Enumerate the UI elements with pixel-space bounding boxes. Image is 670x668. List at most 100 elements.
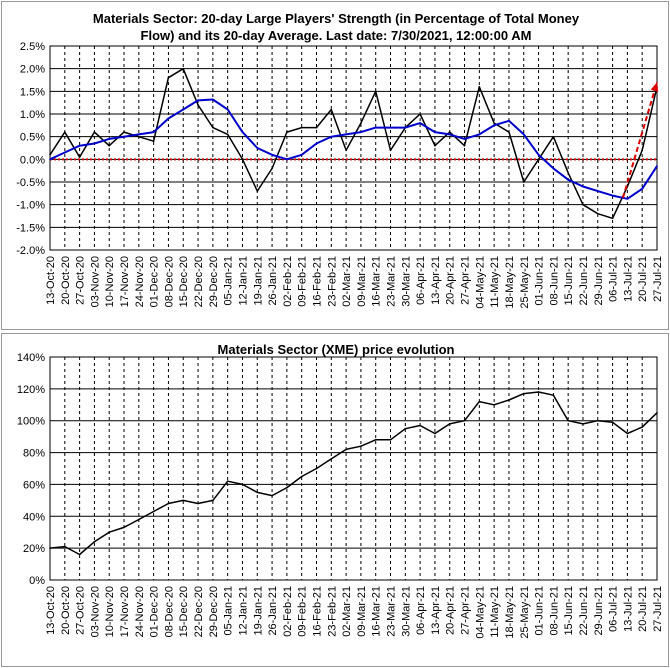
x-tick-label: 04-May-21 bbox=[474, 586, 486, 639]
x-tick-label: 22-Dec-20 bbox=[193, 586, 205, 637]
data-point bbox=[523, 392, 525, 395]
x-tick-label: 02-Feb-21 bbox=[282, 256, 294, 307]
data-point bbox=[78, 553, 81, 556]
data-point bbox=[152, 510, 155, 513]
x-tick-label: 03-Nov-20 bbox=[89, 586, 101, 637]
x-tick-label: 27-Apr-21 bbox=[460, 586, 472, 635]
data-point bbox=[641, 426, 643, 428]
y-tick-label: 100% bbox=[17, 416, 45, 428]
large-players-strength-panel: Materials Sector: 20-day Large Players' … bbox=[1, 1, 669, 330]
x-tick-label: 16-Mar-21 bbox=[371, 256, 383, 307]
data-point bbox=[241, 131, 244, 133]
y-tick-label: 80% bbox=[23, 448, 45, 460]
data-point bbox=[597, 419, 599, 422]
data-point bbox=[241, 483, 244, 486]
plot-frame bbox=[49, 45, 658, 251]
chart-title-line-2: Flow) and its 20-day Average. Last date:… bbox=[141, 28, 532, 43]
x-tick-label: 20-Jul-21 bbox=[637, 256, 649, 302]
data-point bbox=[552, 135, 555, 138]
data-point bbox=[182, 499, 184, 502]
data-point bbox=[315, 467, 318, 470]
y-tick-label: -1.0% bbox=[16, 200, 45, 212]
x-tick-label: 06-Apr-21 bbox=[415, 256, 427, 305]
x-tick-label: 02-Mar-21 bbox=[341, 256, 353, 307]
data-point bbox=[508, 120, 510, 122]
data-point bbox=[611, 217, 614, 220]
x-tick-label: 29-Dec-20 bbox=[208, 256, 220, 307]
data-point bbox=[315, 126, 318, 129]
data-point bbox=[167, 117, 170, 120]
data-point bbox=[152, 140, 155, 142]
x-tick-label: 08-Jun-21 bbox=[548, 586, 560, 636]
data-point bbox=[345, 133, 347, 136]
data-point bbox=[197, 104, 199, 106]
data-point bbox=[345, 149, 347, 152]
x-tick-label: 02-Mar-21 bbox=[341, 586, 353, 637]
x-tick-label: 24-Nov-20 bbox=[134, 256, 146, 307]
data-point bbox=[478, 86, 481, 88]
x-tick-label: 16-Mar-21 bbox=[371, 586, 383, 637]
data-point bbox=[508, 131, 510, 133]
data-point bbox=[330, 458, 333, 460]
x-tick-label: 27-Oct-20 bbox=[75, 586, 87, 635]
x-tick-label: 30-Mar-21 bbox=[400, 586, 412, 637]
x-tick-label: 08-Jun-21 bbox=[548, 256, 560, 306]
y-tick-label: 40% bbox=[23, 511, 45, 523]
x-tick-label: 20-Apr-21 bbox=[445, 586, 457, 635]
data-point bbox=[123, 526, 125, 529]
data-point bbox=[434, 131, 436, 133]
x-tick-label: 11-May-21 bbox=[489, 256, 501, 308]
data-point bbox=[78, 144, 81, 147]
data-point bbox=[567, 178, 569, 181]
data-point bbox=[64, 545, 66, 548]
data-point bbox=[123, 135, 125, 138]
data-point bbox=[374, 126, 377, 129]
data-point bbox=[286, 158, 288, 161]
data-point bbox=[138, 133, 140, 136]
large-players-strength-chart: Materials Sector: 20-day Large Players' … bbox=[16, 11, 664, 309]
data-point bbox=[212, 98, 214, 101]
x-tick-label: 09-Mar-21 bbox=[356, 586, 368, 637]
price-evolution-chart: Materials Sector (XME) price evolution 1… bbox=[17, 342, 664, 639]
data-point bbox=[108, 138, 110, 140]
data-point bbox=[389, 149, 392, 152]
data-point bbox=[49, 547, 51, 549]
x-tick-label: 29-Dec-20 bbox=[208, 586, 220, 637]
data-point bbox=[641, 188, 643, 190]
y-tick-label: 140% bbox=[17, 352, 45, 364]
x-tick-label: 16-Feb-21 bbox=[311, 586, 323, 637]
data-point bbox=[582, 185, 584, 188]
x-tick-label: 29-Jun-21 bbox=[593, 256, 605, 306]
data-point bbox=[463, 419, 466, 422]
series-1 bbox=[49, 98, 658, 200]
data-point bbox=[419, 122, 421, 124]
x-tick-label: 22-Jun-21 bbox=[578, 256, 590, 306]
data-point bbox=[389, 439, 392, 441]
data-point bbox=[537, 154, 540, 156]
data-point bbox=[478, 400, 481, 403]
data-point bbox=[404, 126, 407, 129]
y-tick-label: -2.0% bbox=[16, 245, 45, 257]
x-tick-label: 19-Jan-21 bbox=[252, 256, 264, 306]
x-tick-label: 20-Jul-21 bbox=[637, 586, 649, 632]
x-tick-label: 17-Nov-20 bbox=[119, 586, 131, 637]
data-point bbox=[493, 122, 495, 124]
data-point bbox=[389, 126, 392, 129]
x-tick-label: 05-Jan-21 bbox=[223, 586, 235, 636]
data-point bbox=[419, 113, 421, 115]
data-point bbox=[93, 541, 96, 543]
x-tick-label: 27-Jul-21 bbox=[652, 256, 664, 302]
data-point bbox=[582, 423, 584, 425]
y-tick-label: 1.5% bbox=[20, 86, 45, 98]
data-point bbox=[567, 172, 569, 174]
data-point bbox=[226, 108, 229, 111]
y-tick-label: 2.5% bbox=[20, 41, 45, 53]
data-point bbox=[597, 212, 599, 215]
data-point bbox=[523, 181, 525, 183]
x-tick-label: 06-Jul-21 bbox=[608, 586, 620, 632]
y-tick-label: 0.5% bbox=[20, 132, 45, 144]
data-point bbox=[108, 531, 110, 533]
series-line bbox=[49, 67, 658, 220]
data-point bbox=[434, 432, 436, 435]
